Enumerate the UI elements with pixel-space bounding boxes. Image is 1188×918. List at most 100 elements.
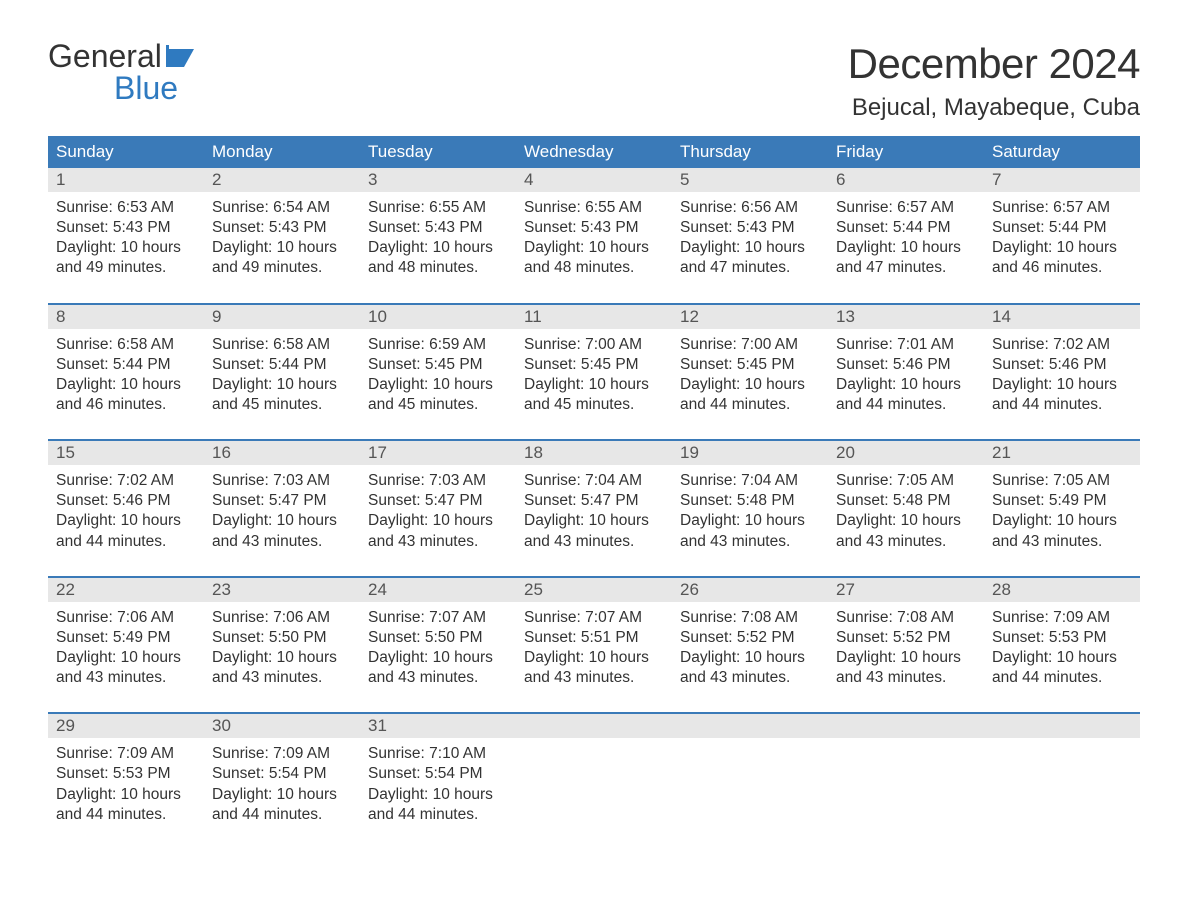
day-number: 19	[672, 441, 828, 465]
day-cell: Sunrise: 7:07 AMSunset: 5:50 PMDaylight:…	[360, 602, 516, 693]
sunset-line: Sunset: 5:43 PM	[368, 218, 508, 238]
sunset-line: Sunset: 5:53 PM	[56, 764, 196, 784]
sunrise-line: Sunrise: 7:09 AM	[56, 744, 196, 764]
daylight-line-1: Daylight: 10 hours	[836, 648, 976, 668]
title-block: December 2024 Bejucal, Mayabeque, Cuba	[848, 40, 1140, 122]
calendar: SundayMondayTuesdayWednesdayThursdayFrid…	[48, 136, 1140, 829]
daylight-line-1: Daylight: 10 hours	[524, 375, 664, 395]
daylight-line-1: Daylight: 10 hours	[368, 648, 508, 668]
sunrise-line: Sunrise: 7:01 AM	[836, 335, 976, 355]
daylight-line-2: and 46 minutes.	[992, 258, 1132, 278]
day-number: 3	[360, 168, 516, 192]
daylight-line-2: and 45 minutes.	[524, 395, 664, 415]
day-cell: Sunrise: 7:09 AMSunset: 5:53 PMDaylight:…	[984, 602, 1140, 693]
daylight-line-1: Daylight: 10 hours	[368, 785, 508, 805]
day-number: 21	[984, 441, 1140, 465]
day-number: 9	[204, 305, 360, 329]
daylight-line-1: Daylight: 10 hours	[836, 375, 976, 395]
day-number: 25	[516, 578, 672, 602]
sunset-line: Sunset: 5:52 PM	[680, 628, 820, 648]
sunrise-line: Sunrise: 6:55 AM	[524, 198, 664, 218]
day-cell: Sunrise: 7:02 AMSunset: 5:46 PMDaylight:…	[984, 329, 1140, 420]
sunrise-line: Sunrise: 7:04 AM	[524, 471, 664, 491]
sunset-line: Sunset: 5:43 PM	[56, 218, 196, 238]
day-number: 1	[48, 168, 204, 192]
daylight-line-1: Daylight: 10 hours	[212, 375, 352, 395]
daylight-line-2: and 44 minutes.	[836, 395, 976, 415]
daylight-line-1: Daylight: 10 hours	[992, 511, 1132, 531]
day-cell: Sunrise: 6:57 AMSunset: 5:44 PMDaylight:…	[984, 192, 1140, 283]
sunrise-line: Sunrise: 6:55 AM	[368, 198, 508, 218]
daylight-line-1: Daylight: 10 hours	[992, 648, 1132, 668]
day-number: 28	[984, 578, 1140, 602]
day-cell: Sunrise: 6:57 AMSunset: 5:44 PMDaylight:…	[828, 192, 984, 283]
day-number: 31	[360, 714, 516, 738]
day-number	[984, 714, 1140, 738]
daylight-line-1: Daylight: 10 hours	[56, 785, 196, 805]
day-number: 18	[516, 441, 672, 465]
sunrise-line: Sunrise: 7:05 AM	[992, 471, 1132, 491]
calendar-week: 22232425262728Sunrise: 7:06 AMSunset: 5:…	[48, 576, 1140, 693]
empty-cell	[516, 738, 672, 829]
day-number: 24	[360, 578, 516, 602]
sunrise-line: Sunrise: 6:56 AM	[680, 198, 820, 218]
daylight-line-1: Daylight: 10 hours	[680, 375, 820, 395]
day-number: 8	[48, 305, 204, 329]
day-number: 23	[204, 578, 360, 602]
day-cell: Sunrise: 6:55 AMSunset: 5:43 PMDaylight:…	[516, 192, 672, 283]
daylight-line-2: and 43 minutes.	[680, 532, 820, 552]
sunset-line: Sunset: 5:48 PM	[836, 491, 976, 511]
daylight-line-2: and 43 minutes.	[56, 668, 196, 688]
sunset-line: Sunset: 5:49 PM	[992, 491, 1132, 511]
daylight-line-1: Daylight: 10 hours	[524, 238, 664, 258]
daylight-line-1: Daylight: 10 hours	[368, 511, 508, 531]
brand-word1: General	[48, 40, 162, 72]
daylight-line-2: and 43 minutes.	[368, 532, 508, 552]
daylight-line-2: and 44 minutes.	[680, 395, 820, 415]
day-cell: Sunrise: 6:59 AMSunset: 5:45 PMDaylight:…	[360, 329, 516, 420]
sunset-line: Sunset: 5:49 PM	[56, 628, 196, 648]
daylight-line-1: Daylight: 10 hours	[992, 238, 1132, 258]
daylight-line-2: and 47 minutes.	[836, 258, 976, 278]
daylight-line-1: Daylight: 10 hours	[836, 238, 976, 258]
sunrise-line: Sunrise: 7:07 AM	[368, 608, 508, 628]
day-number: 16	[204, 441, 360, 465]
daynum-row: 293031	[48, 714, 1140, 738]
day-number: 13	[828, 305, 984, 329]
sunrise-line: Sunrise: 7:06 AM	[212, 608, 352, 628]
brand-logo: General Blue	[48, 40, 198, 104]
calendar-week: 293031Sunrise: 7:09 AMSunset: 5:53 PMDay…	[48, 712, 1140, 829]
daylight-line-2: and 48 minutes.	[524, 258, 664, 278]
sunset-line: Sunset: 5:46 PM	[56, 491, 196, 511]
sunset-line: Sunset: 5:45 PM	[368, 355, 508, 375]
sunset-line: Sunset: 5:47 PM	[212, 491, 352, 511]
day-number: 20	[828, 441, 984, 465]
daylight-line-1: Daylight: 10 hours	[56, 375, 196, 395]
daylight-line-1: Daylight: 10 hours	[212, 648, 352, 668]
day-cell: Sunrise: 6:58 AMSunset: 5:44 PMDaylight:…	[204, 329, 360, 420]
weekday-header: Sunday	[48, 136, 204, 168]
daynum-row: 22232425262728	[48, 578, 1140, 602]
day-cell: Sunrise: 7:00 AMSunset: 5:45 PMDaylight:…	[672, 329, 828, 420]
daylight-line-2: and 48 minutes.	[368, 258, 508, 278]
day-number: 26	[672, 578, 828, 602]
sunrise-line: Sunrise: 6:57 AM	[836, 198, 976, 218]
day-number: 4	[516, 168, 672, 192]
daylight-line-1: Daylight: 10 hours	[680, 648, 820, 668]
sunrise-line: Sunrise: 6:59 AM	[368, 335, 508, 355]
sunset-line: Sunset: 5:45 PM	[680, 355, 820, 375]
day-cell: Sunrise: 7:01 AMSunset: 5:46 PMDaylight:…	[828, 329, 984, 420]
calendar-week: 1234567Sunrise: 6:53 AMSunset: 5:43 PMDa…	[48, 168, 1140, 283]
sunrise-line: Sunrise: 7:08 AM	[680, 608, 820, 628]
sunset-line: Sunset: 5:54 PM	[212, 764, 352, 784]
sunrise-line: Sunrise: 7:07 AM	[524, 608, 664, 628]
day-number: 17	[360, 441, 516, 465]
day-cell: Sunrise: 6:53 AMSunset: 5:43 PMDaylight:…	[48, 192, 204, 283]
daylight-line-1: Daylight: 10 hours	[680, 238, 820, 258]
sunrise-line: Sunrise: 7:10 AM	[368, 744, 508, 764]
daylight-line-2: and 43 minutes.	[680, 668, 820, 688]
daylight-line-1: Daylight: 10 hours	[212, 785, 352, 805]
day-cell: Sunrise: 7:06 AMSunset: 5:49 PMDaylight:…	[48, 602, 204, 693]
day-number: 11	[516, 305, 672, 329]
day-cell: Sunrise: 6:58 AMSunset: 5:44 PMDaylight:…	[48, 329, 204, 420]
